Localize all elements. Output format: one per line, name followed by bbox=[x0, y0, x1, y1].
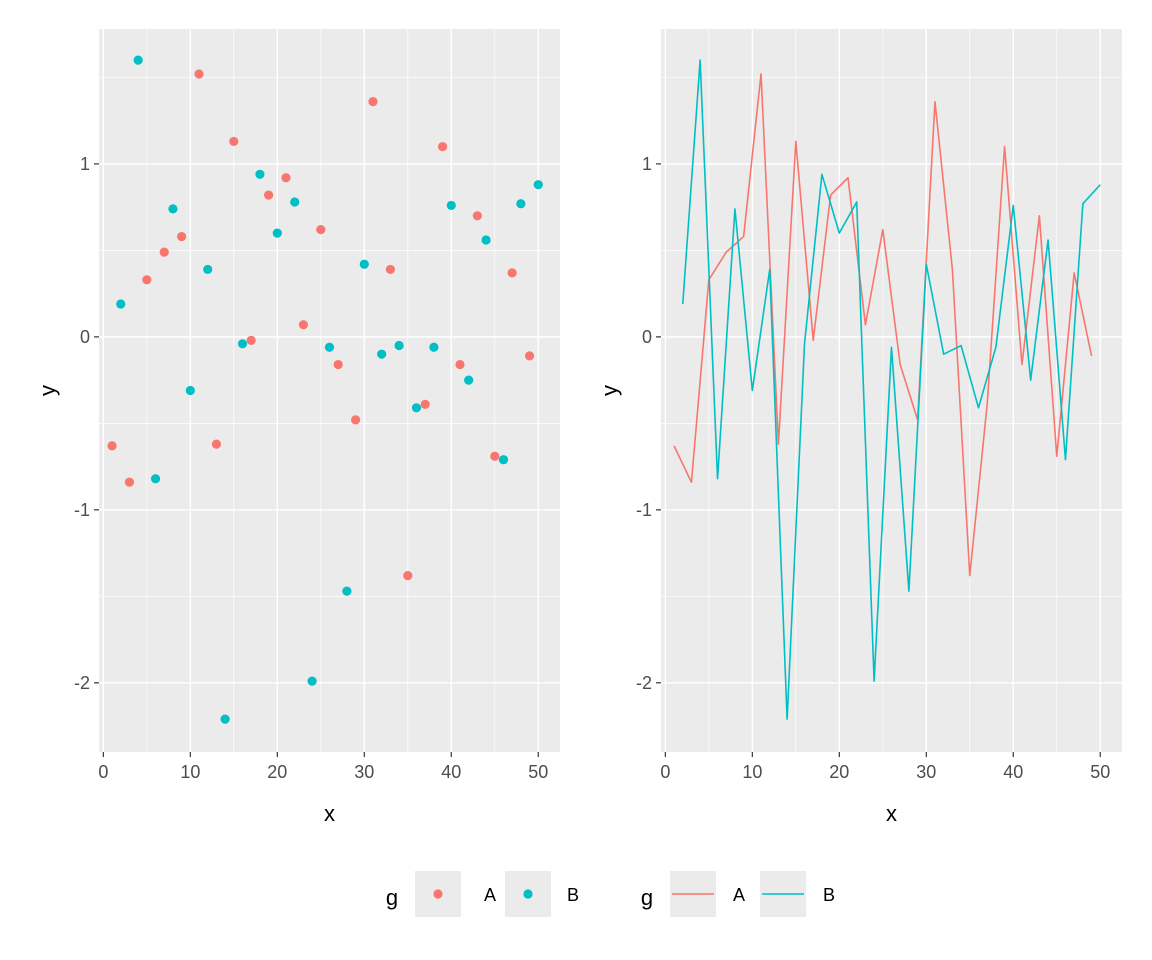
data-point bbox=[455, 359, 465, 370]
data-point bbox=[220, 714, 230, 724]
data-point bbox=[133, 55, 143, 65]
y-tick-label: -2 bbox=[636, 673, 652, 693]
data-point bbox=[333, 359, 343, 370]
data-point bbox=[272, 228, 282, 238]
data-point bbox=[324, 342, 335, 352]
series-line bbox=[673, 73, 1093, 577]
legend-key-B: B bbox=[760, 871, 835, 917]
data-point bbox=[524, 351, 535, 361]
x-tick-label: 40 bbox=[441, 762, 461, 782]
series-A bbox=[107, 69, 535, 581]
x-tick-label: 0 bbox=[98, 762, 108, 782]
legend-label: B bbox=[567, 885, 579, 905]
data-point bbox=[229, 136, 239, 147]
data-point bbox=[211, 439, 222, 449]
data-point bbox=[124, 477, 135, 487]
data-point bbox=[403, 570, 413, 581]
data-point bbox=[490, 451, 500, 461]
legend-title: g bbox=[641, 885, 653, 910]
data-point bbox=[394, 340, 404, 351]
y-tick-label: -2 bbox=[74, 673, 90, 693]
data-point bbox=[298, 320, 309, 330]
data-point bbox=[507, 268, 517, 278]
legend-key-B: B bbox=[505, 871, 579, 917]
data-point bbox=[516, 199, 526, 209]
panel-2: 0 10 20 30 40 50 -2 -1 0 1 x y bbox=[597, 29, 1122, 826]
panel-1: 0 10 20 30 40 50 -2 -1 0 1 x y bbox=[35, 29, 560, 826]
data-point bbox=[116, 299, 126, 309]
series-line bbox=[681, 59, 1101, 720]
x-tick-label: 40 bbox=[1003, 762, 1023, 782]
legend-key-A: A bbox=[670, 871, 745, 917]
y-axis-title: y bbox=[35, 385, 60, 396]
y-tick-label: 0 bbox=[80, 327, 90, 347]
data-point bbox=[203, 264, 213, 275]
legend-key-A: A bbox=[415, 871, 496, 917]
legend-title: g bbox=[386, 885, 398, 910]
series-A bbox=[673, 73, 1093, 577]
data-point bbox=[316, 225, 326, 235]
data-point bbox=[533, 180, 543, 190]
data-point bbox=[246, 335, 256, 345]
data-point bbox=[281, 173, 291, 183]
y-tick-label: 1 bbox=[80, 154, 90, 174]
data-point bbox=[342, 586, 352, 596]
y-tick-label: -1 bbox=[74, 500, 90, 520]
data-point bbox=[481, 235, 491, 245]
x-tick-label: 50 bbox=[1090, 762, 1110, 782]
data-point bbox=[359, 259, 369, 269]
data-point bbox=[472, 211, 482, 221]
panel-background bbox=[661, 29, 1122, 752]
x-tick-label: 10 bbox=[742, 762, 762, 782]
data-point bbox=[142, 275, 152, 285]
data-point bbox=[290, 197, 300, 207]
x-tick-label: 20 bbox=[829, 762, 849, 782]
y-tick-label: 1 bbox=[642, 154, 652, 174]
data-point bbox=[159, 247, 169, 257]
legend-label: A bbox=[484, 885, 496, 905]
data-point bbox=[237, 339, 248, 349]
data-point bbox=[437, 142, 448, 152]
data-point bbox=[255, 169, 265, 179]
data-point bbox=[185, 385, 195, 396]
data-point bbox=[194, 69, 204, 79]
x-tick-label: 30 bbox=[354, 762, 374, 782]
data-point bbox=[411, 403, 422, 413]
y-tick-label: -1 bbox=[636, 500, 652, 520]
legend-label: A bbox=[733, 885, 745, 905]
data-point bbox=[498, 455, 509, 465]
x-tick-label: 0 bbox=[660, 762, 670, 782]
x-axis-title: x bbox=[324, 801, 335, 826]
panel-background bbox=[99, 29, 560, 752]
x-tick-label: 30 bbox=[916, 762, 936, 782]
data-point bbox=[464, 375, 474, 385]
data-point bbox=[177, 231, 187, 242]
data-point bbox=[420, 399, 430, 409]
data-point bbox=[377, 349, 387, 359]
data-point bbox=[307, 676, 317, 686]
x-tick-label: 20 bbox=[267, 762, 287, 782]
legend-marker bbox=[433, 889, 443, 899]
data-point bbox=[264, 190, 274, 200]
data-point bbox=[350, 415, 361, 425]
data-point bbox=[150, 474, 161, 484]
x-axis-title: x bbox=[886, 801, 897, 826]
data-point bbox=[107, 441, 117, 451]
data-point bbox=[446, 200, 456, 211]
series-B bbox=[681, 59, 1101, 720]
y-tick-label: 0 bbox=[642, 327, 652, 347]
x-tick-label: 10 bbox=[180, 762, 200, 782]
series-B bbox=[116, 55, 543, 724]
data-point bbox=[368, 97, 378, 107]
data-point bbox=[429, 342, 439, 352]
x-tick-label: 50 bbox=[528, 762, 548, 782]
data-point bbox=[385, 264, 395, 275]
data-point bbox=[168, 204, 178, 214]
legend-marker bbox=[523, 889, 533, 899]
y-axis-title: y bbox=[597, 385, 622, 396]
legend-label: B bbox=[823, 885, 835, 905]
